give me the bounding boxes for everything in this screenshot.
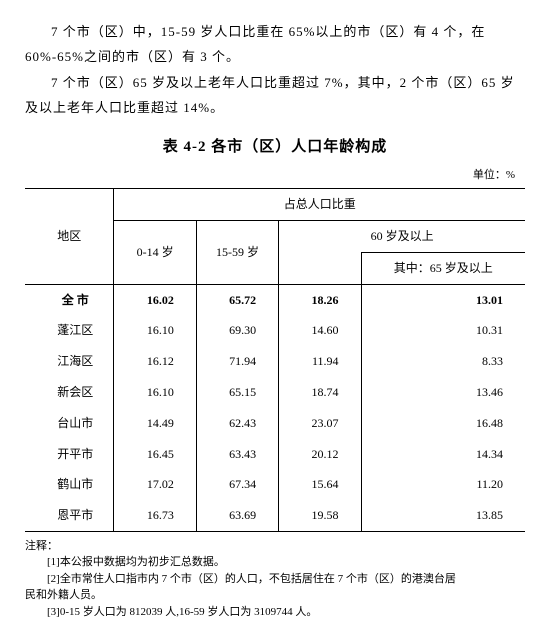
th-region: 地区 (25, 189, 114, 284)
cell-0-14: 14.49 (114, 408, 196, 439)
cell-15-59: 63.69 (196, 500, 278, 531)
cell-15-59: 62.43 (196, 408, 278, 439)
cell-15-59: 65.15 (196, 377, 278, 408)
paragraph-2: 7 个市（区）65 岁及以上老年人口比重超过 7%，其中，2 个市（区）65 岁… (25, 71, 525, 120)
cell-0-14: 16.12 (114, 346, 196, 377)
note-2b: 民和外籍人员。 (25, 587, 525, 604)
cell-60plus: 18.26 (279, 284, 361, 315)
th-0-14: 0-14 岁 (114, 220, 196, 284)
cell-region: 台山市 (25, 408, 114, 439)
cell-region: 江海区 (25, 346, 114, 377)
cell-region: 开平市 (25, 439, 114, 470)
th-65plus: 其中：65 岁及以上 (361, 252, 525, 284)
table-row: 鹤山市17.0267.3415.6411.20 (25, 469, 525, 500)
note-1: [1]本公报中数据均为初步汇总数据。 (25, 554, 525, 571)
table-row: 江海区16.1271.9411.948.33 (25, 346, 525, 377)
note-3: [3]0-15 岁人口为 812039 人,16-59 岁人口为 3109744… (25, 604, 525, 621)
table-row: 蓬江区16.1069.3014.6010.31 (25, 315, 525, 346)
th-60plus: 60 岁及以上 (279, 220, 525, 252)
cell-0-14: 16.02 (114, 284, 196, 315)
cell-0-14: 16.45 (114, 439, 196, 470)
cell-60plus: 19.58 (279, 500, 361, 531)
cell-region: 蓬江区 (25, 315, 114, 346)
cell-65plus: 11.20 (361, 469, 525, 500)
cell-60plus: 14.60 (279, 315, 361, 346)
table-row-total: 全 市 16.02 65.72 18.26 13.01 (25, 284, 525, 315)
cell-0-14: 17.02 (114, 469, 196, 500)
cell-region: 全 市 (25, 284, 114, 315)
table-unit: 单位：% (25, 165, 525, 186)
cell-65plus: 10.31 (361, 315, 525, 346)
cell-0-14: 16.10 (114, 315, 196, 346)
cell-65plus: 13.46 (361, 377, 525, 408)
cell-65plus: 16.48 (361, 408, 525, 439)
cell-15-59: 65.72 (196, 284, 278, 315)
cell-65plus: 13.85 (361, 500, 525, 531)
th-group: 占总人口比重 (114, 189, 525, 221)
table-row: 台山市14.4962.4323.0716.48 (25, 408, 525, 439)
cell-0-14: 16.73 (114, 500, 196, 531)
cell-region: 恩平市 (25, 500, 114, 531)
notes-header: 注释： (25, 538, 525, 555)
cell-15-59: 71.94 (196, 346, 278, 377)
cell-15-59: 63.43 (196, 439, 278, 470)
age-composition-table: 地区 占总人口比重 0-14 岁 15-59 岁 60 岁及以上 其中：65 岁… (25, 188, 525, 532)
paragraph-1: 7 个市（区）中，15-59 岁人口比重在 65%以上的市（区）有 4 个，在 … (25, 20, 525, 69)
cell-15-59: 69.30 (196, 315, 278, 346)
cell-65plus: 13.01 (361, 284, 525, 315)
note-2a: [2]全市常住人口指市内 7 个市（区）的人口，不包括居住在 7 个市（区）的港… (25, 571, 525, 588)
cell-60plus: 23.07 (279, 408, 361, 439)
notes-section: 注释： [1]本公报中数据均为初步汇总数据。 [2]全市常住人口指市内 7 个市… (25, 538, 525, 621)
th-15-59: 15-59 岁 (196, 220, 278, 284)
cell-60plus: 20.12 (279, 439, 361, 470)
cell-region: 鹤山市 (25, 469, 114, 500)
cell-region: 新会区 (25, 377, 114, 408)
table-row: 开平市16.4563.4320.1214.34 (25, 439, 525, 470)
table-title: 表 4-2 各市（区）人口年龄构成 (25, 133, 525, 162)
cell-15-59: 67.34 (196, 469, 278, 500)
table-row: 新会区16.1065.1518.7413.46 (25, 377, 525, 408)
cell-60plus: 15.64 (279, 469, 361, 500)
cell-65plus: 14.34 (361, 439, 525, 470)
cell-60plus: 11.94 (279, 346, 361, 377)
cell-65plus: 8.33 (361, 346, 525, 377)
table-row: 恩平市16.7363.6919.5813.85 (25, 500, 525, 531)
cell-60plus: 18.74 (279, 377, 361, 408)
cell-0-14: 16.10 (114, 377, 196, 408)
